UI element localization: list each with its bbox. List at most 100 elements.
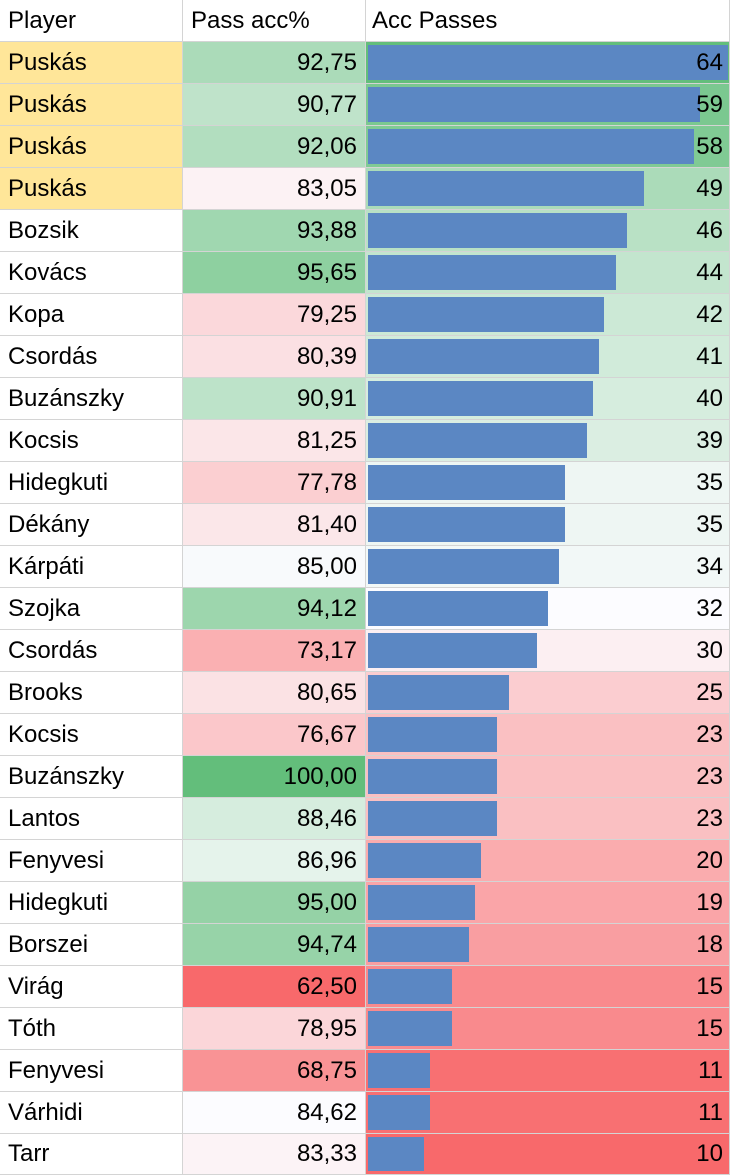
acc-passes-cell: 64 [366, 42, 730, 84]
acc-passes-value: 23 [696, 720, 723, 748]
acc-passes-cell: 23 [366, 798, 730, 840]
pass-acc-cell: 85,00 [183, 546, 366, 588]
acc-passes-value: 11 [698, 1098, 723, 1126]
acc-passes-value: 64 [696, 48, 723, 76]
acc-passes-bar [368, 1053, 430, 1088]
acc-passes-bar [368, 297, 604, 332]
acc-passes-value: 23 [696, 804, 723, 832]
acc-passes-value: 34 [696, 552, 723, 580]
acc-passes-cell: 32 [366, 588, 730, 630]
player-cell: Bozsik [0, 210, 183, 252]
acc-passes-value: 25 [696, 678, 723, 706]
acc-passes-cell: 23 [366, 714, 730, 756]
acc-passes-value: 32 [696, 594, 723, 622]
player-cell: Puskás [0, 126, 183, 168]
acc-passes-value: 46 [696, 216, 723, 244]
acc-passes-cell: 20 [366, 840, 730, 882]
acc-passes-cell: 30 [366, 630, 730, 672]
acc-passes-cell: 41 [366, 336, 730, 378]
acc-passes-cell: 11 [366, 1050, 730, 1092]
pass-acc-cell: 100,00 [183, 756, 366, 798]
player-cell: Hidegkuti [0, 882, 183, 924]
player-cell: Csordás [0, 630, 183, 672]
acc-passes-cell: 25 [366, 672, 730, 714]
pass-acc-cell: 80,65 [183, 672, 366, 714]
acc-passes-cell: 15 [366, 966, 730, 1008]
acc-passes-value: 15 [696, 1014, 723, 1042]
acc-passes-bar [368, 843, 481, 878]
acc-passes-value: 39 [696, 426, 723, 454]
pass-acc-cell: 68,75 [183, 1050, 366, 1092]
player-cell: Fenyvesi [0, 840, 183, 882]
player-cell: Szojka [0, 588, 183, 630]
acc-passes-cell: 18 [366, 924, 730, 966]
acc-passes-bar [368, 591, 548, 626]
pass-acc-cell: 84,62 [183, 1092, 366, 1134]
acc-passes-bar [368, 465, 565, 500]
acc-passes-cell: 59 [366, 84, 730, 126]
acc-passes-value: 35 [696, 510, 723, 538]
acc-passes-bar [368, 339, 599, 374]
acc-passes-value: 19 [696, 888, 723, 916]
acc-passes-value: 30 [696, 636, 723, 664]
acc-passes-bar [368, 213, 627, 248]
pass-acc-cell: 94,74 [183, 924, 366, 966]
acc-passes-bar [368, 381, 593, 416]
acc-passes-cell: 40 [366, 378, 730, 420]
player-cell: Kocsis [0, 420, 183, 462]
pass-acc-cell: 83,05 [183, 168, 366, 210]
acc-passes-cell: 11 [366, 1092, 730, 1134]
player-cell: Buzánszky [0, 378, 183, 420]
pass-acc-cell: 95,00 [183, 882, 366, 924]
player-cell: Borszei [0, 924, 183, 966]
player-cell: Hidegkuti [0, 462, 183, 504]
acc-passes-value: 41 [696, 342, 723, 370]
acc-passes-bar [368, 1095, 430, 1130]
pass-acc-cell: 81,40 [183, 504, 366, 546]
acc-passes-cell: 58 [366, 126, 730, 168]
acc-passes-value: 10 [696, 1140, 723, 1167]
header-acc-passes: Acc Passes [366, 0, 730, 42]
pass-acc-cell: 94,12 [183, 588, 366, 630]
acc-passes-value: 11 [698, 1056, 723, 1084]
acc-passes-bar [368, 507, 565, 542]
acc-passes-value: 23 [696, 762, 723, 790]
player-cell: Puskás [0, 168, 183, 210]
acc-passes-bar [368, 885, 475, 920]
acc-passes-bar [368, 1137, 424, 1171]
player-cell: Puskás [0, 84, 183, 126]
player-cell: Buzánszky [0, 756, 183, 798]
acc-passes-cell: 23 [366, 756, 730, 798]
acc-passes-value: 15 [696, 972, 723, 1000]
acc-passes-cell: 15 [366, 1008, 730, 1050]
acc-passes-cell: 35 [366, 504, 730, 546]
header-pass-acc: Pass acc% [183, 0, 366, 42]
acc-passes-cell: 34 [366, 546, 730, 588]
acc-passes-value: 42 [696, 300, 723, 328]
player-cell: Kovács [0, 252, 183, 294]
acc-passes-value: 35 [696, 468, 723, 496]
pass-acc-cell: 88,46 [183, 798, 366, 840]
acc-passes-bar [368, 87, 700, 122]
pass-acc-cell: 76,67 [183, 714, 366, 756]
acc-passes-bar [368, 969, 452, 1004]
acc-passes-cell: 19 [366, 882, 730, 924]
acc-passes-bar [368, 423, 587, 458]
pass-acc-cell: 92,75 [183, 42, 366, 84]
acc-passes-value: 44 [696, 258, 723, 286]
pass-acc-cell: 90,91 [183, 378, 366, 420]
acc-passes-bar [368, 801, 497, 836]
player-cell: Virág [0, 966, 183, 1008]
pass-acc-cell: 73,17 [183, 630, 366, 672]
acc-passes-value: 58 [696, 132, 723, 160]
player-cell: Brooks [0, 672, 183, 714]
acc-passes-cell: 10 [366, 1134, 730, 1175]
pass-acc-cell: 92,06 [183, 126, 366, 168]
acc-passes-bar [368, 1011, 452, 1046]
player-cell: Csordás [0, 336, 183, 378]
acc-passes-bar [368, 255, 616, 290]
acc-passes-value: 59 [696, 90, 723, 118]
player-cell: Kárpáti [0, 546, 183, 588]
player-cell: Tarr [0, 1134, 183, 1175]
